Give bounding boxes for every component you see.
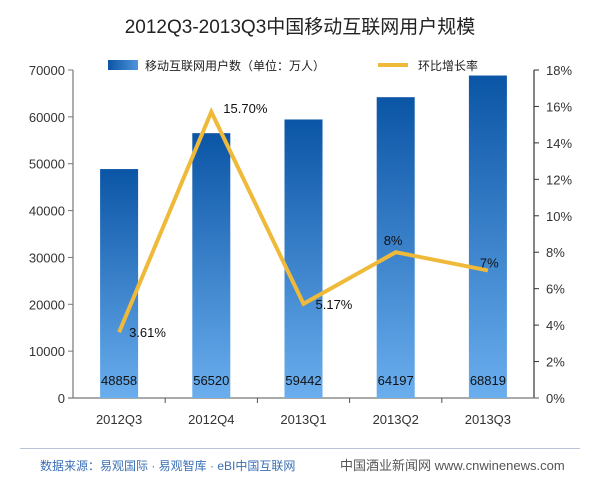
growth-value-label: 3.61% — [129, 325, 166, 340]
right-axis-tick-label: 2% — [546, 355, 565, 370]
legend: 移动互联网用户数（单位：万人） 环比增长率 — [108, 58, 478, 73]
left-axis-tick-label: 40000 — [29, 204, 65, 219]
growth-value-label: 5.17% — [316, 297, 353, 312]
legend-label-growth: 环比增长率 — [418, 58, 478, 73]
legend-label-users: 移动互联网用户数（单位：万人） — [145, 58, 325, 73]
left-axis-tick-label: 70000 — [29, 63, 65, 78]
axes: 0 10000 20000 30000 40000 50000 60000 70000 0% 2%… — [29, 63, 573, 427]
footer-divider — [20, 448, 580, 449]
bar-2013Q3 — [468, 75, 507, 399]
right-axis-tick-label: 14% — [546, 136, 572, 151]
x-axis-tick-label: 2013Q1 — [280, 412, 326, 427]
right-axis-tick-label: 8% — [546, 245, 565, 260]
bars — [100, 75, 507, 399]
bar-value-label: 59442 — [285, 373, 321, 388]
combo-chart: 2012Q3-2013Q3中国移动互联网用户规模 移动互联网用户数（单位：万人）… — [29, 16, 573, 427]
x-axis-tick-label: 2013Q2 — [373, 412, 419, 427]
bar-value-label: 68819 — [470, 373, 506, 388]
bar-value-label: 56520 — [193, 373, 229, 388]
right-axis-tick-label: 18% — [546, 63, 572, 78]
x-axis-tick-label: 2012Q3 — [96, 412, 142, 427]
left-axis-tick-label: 60000 — [29, 110, 65, 125]
bar-value-label: 64197 — [378, 373, 414, 388]
left-axis-tick-label: 20000 — [29, 297, 65, 312]
growth-value-label: 7% — [480, 255, 499, 270]
legend-swatch-users — [108, 60, 138, 70]
right-axis-tick-label: 4% — [546, 318, 565, 333]
left-axis-tick-label: 10000 — [29, 344, 65, 359]
x-axis-tick-label: 2012Q4 — [188, 412, 234, 427]
right-axis-tick-label: 10% — [546, 209, 572, 224]
source-note: 数据来源：易观国际 · 易观智库 · eBI中国互联网 — [40, 459, 296, 473]
legend-swatch-growth — [378, 63, 408, 67]
watermark: 中国酒业新闻网 www.cnwinenews.com — [340, 458, 565, 473]
chart-title: 2012Q3-2013Q3中国移动互联网用户规模 — [125, 16, 476, 38]
x-axis-tick-label: 2013Q3 — [465, 412, 511, 427]
right-axis-tick-label: 0% — [546, 391, 565, 406]
left-axis-tick-label: 50000 — [29, 157, 65, 172]
right-axis-tick-label: 16% — [546, 99, 572, 114]
bar-2013Q1 — [284, 119, 323, 398]
left-axis-tick-label: 30000 — [29, 250, 65, 265]
bar-2012Q4 — [192, 133, 231, 398]
right-axis-tick-label: 6% — [546, 282, 565, 297]
data-labels: 48858 56520 59442 64197 68819 3.61% 15.70% 5.17… — [101, 101, 506, 388]
bar-2013Q2 — [376, 97, 415, 399]
growth-value-label: 8% — [384, 233, 403, 248]
growth-value-label: 15.70% — [223, 101, 268, 116]
bar-2012Q3 — [100, 169, 139, 398]
right-axis-tick-label: 12% — [546, 172, 572, 187]
bar-value-label: 48858 — [101, 373, 137, 388]
left-axis-tick-label: 0 — [58, 391, 65, 406]
growth-line — [117, 107, 489, 333]
